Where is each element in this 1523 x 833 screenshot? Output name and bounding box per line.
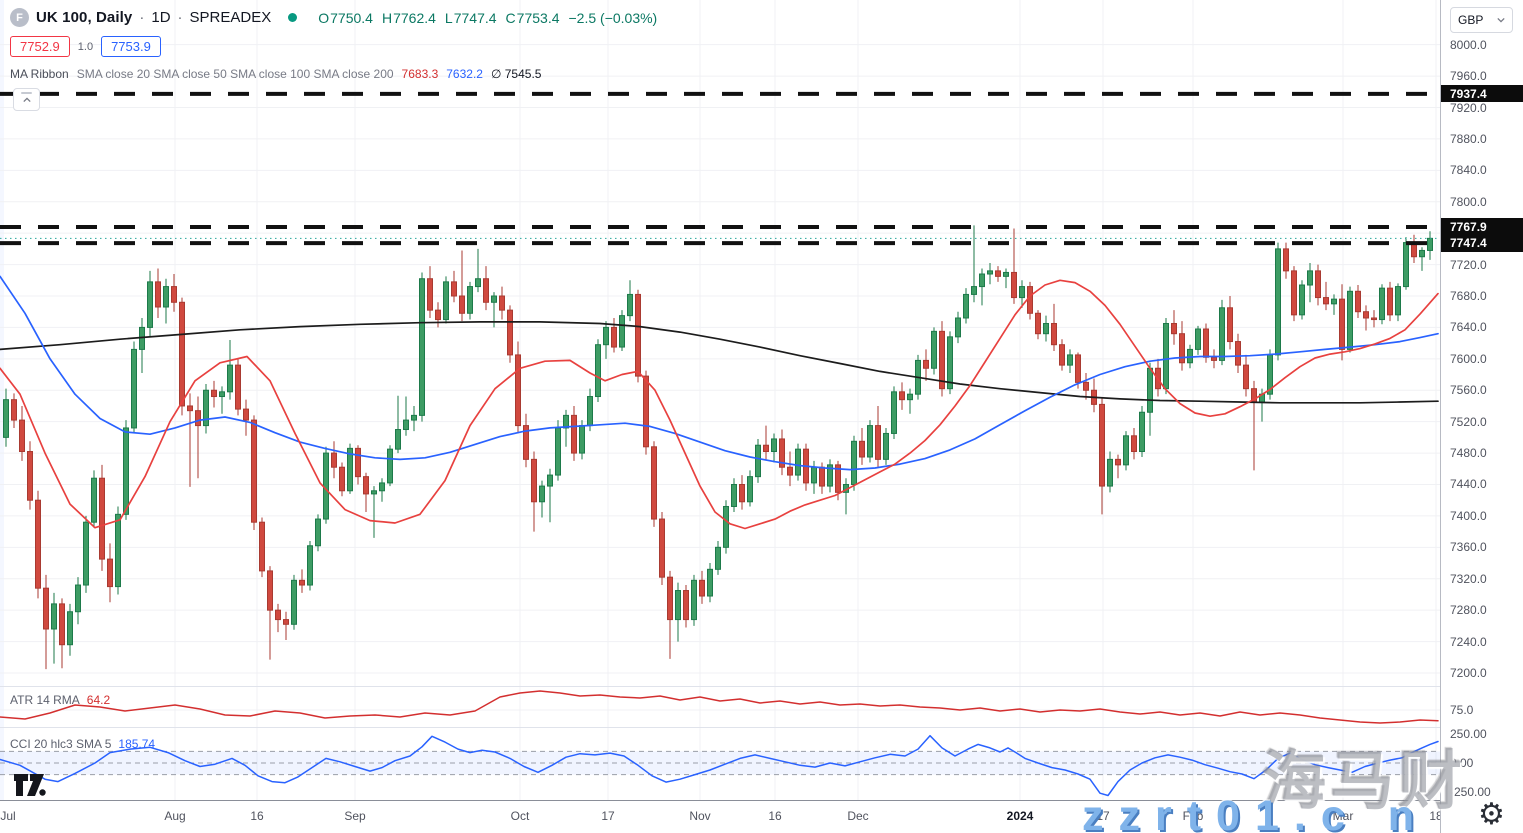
time-tick-label: Sep [344, 809, 366, 823]
ma-sma20-value: 7683.3 [401, 67, 439, 81]
low-label: L [444, 9, 453, 26]
price-tick-label: 7480.0 [1450, 446, 1487, 461]
time-tick-label: 16 [768, 809, 782, 823]
buy-button[interactable]: 7753.9 [101, 36, 161, 57]
price-level-badge: 7747.4 [1441, 234, 1523, 252]
quote-row: 7752.9 1.0 7753.9 [10, 36, 161, 57]
ohlc-values: O7750.4 H7762.4 L7747.4 C7753.4 −2.5 (−0… [318, 10, 657, 26]
ma-sma50-value: 7632.2 [446, 67, 483, 81]
symbol-legend: F UK 100, Daily · 1D · SPREADEX O7750.4 … [10, 8, 657, 27]
main-chart[interactable] [0, 0, 1440, 800]
time-tick-label: Mar [1332, 809, 1354, 823]
atr-legend: ATR 14 RMA 64.2 [10, 693, 110, 707]
drag-handle-icon [21, 92, 32, 94]
price-tick-label: 7520.0 [1450, 414, 1487, 429]
high-label: H [381, 9, 393, 26]
time-tick-label: Oct [510, 809, 530, 823]
price-tick-label: 7720.0 [1450, 257, 1487, 272]
price-tick-label: 7320.0 [1450, 571, 1487, 586]
atr-label: ATR 14 RMA [10, 693, 80, 707]
ma-average-value: ∅ 7545.5 [490, 67, 542, 81]
sell-button[interactable]: 7752.9 [10, 36, 70, 57]
time-tick-label: 17 [601, 809, 615, 823]
price-tick-label: 7440.0 [1450, 477, 1487, 492]
ma-ribbon-label: MA Ribbon [10, 67, 69, 81]
price-tick-label: 7880.0 [1450, 131, 1487, 146]
price-level-badge: 7937.4 [1441, 85, 1523, 103]
price-tick-label: 7200.0 [1450, 665, 1487, 680]
cci-value: 185.74 [118, 737, 156, 751]
time-tick-label: Aug [164, 809, 186, 823]
tradingview-logo[interactable] [14, 774, 46, 796]
price-tick-label: 7400.0 [1450, 508, 1487, 523]
price-tick-label: 7640.0 [1450, 320, 1487, 335]
close-value: 7753.4 [516, 9, 560, 26]
change-label: −2.5 (−0.03%) [568, 9, 658, 26]
time-tick-label: Nov [689, 809, 711, 823]
time-tick-label: 17 [1096, 809, 1110, 823]
time-tick-label: 2024 [1006, 809, 1034, 823]
separator: · [177, 9, 183, 26]
time-axis[interactable]: Jul Aug 16 Sep Oct 17 Nov 16 Dec 2024 17 Feb Mar 18 [0, 800, 1523, 833]
price-tick-label: 7920.0 [1450, 100, 1487, 115]
exchange-label: SPREADEX [189, 9, 272, 26]
cci-legend: CCI 20 hlc3 SMA 5 185.74 [10, 737, 155, 751]
chevron-up-icon [22, 97, 31, 103]
price-tick-label: 8000.0 [1450, 37, 1487, 52]
atr-value: 64.2 [86, 693, 111, 707]
collapse-legend-button[interactable] [13, 88, 40, 111]
ma-ribbon-legend: MA Ribbon SMA close 20 SMA close 50 SMA … [10, 67, 541, 81]
price-tick-label: 7840.0 [1450, 163, 1487, 178]
time-tick-label: 16 [250, 809, 264, 823]
price-tick-label: 7280.0 [1450, 603, 1487, 618]
time-tick-label: Dec [847, 809, 869, 823]
price-tick-label: 7600.0 [1450, 351, 1487, 366]
chevron-down-icon [1497, 17, 1505, 23]
currency-label: GBP [1458, 13, 1484, 27]
price-level-badge: 7767.9 [1441, 218, 1523, 236]
price-tick-label: 7960.0 [1450, 69, 1487, 84]
open-value: 7750.4 [330, 9, 373, 26]
low-value: 7747.4 [453, 9, 497, 26]
spread-label: 1.0 [77, 40, 94, 53]
time-tick-label: 18 [1429, 809, 1443, 823]
symbol-logo: F [10, 8, 29, 27]
price-tick-label: 7240.0 [1450, 634, 1487, 649]
price-tick-label: 7800.0 [1450, 194, 1487, 209]
open-label: O [318, 9, 330, 26]
cci-tick-label: -250.00 [1450, 785, 1491, 799]
cci-tick-label: 250.00 [1450, 727, 1487, 741]
time-tick-label: Feb [1182, 809, 1204, 823]
close-label: C [505, 9, 516, 26]
price-axis[interactable]: GBP 8000.0 7960.0 7920.0 7880.0 7840.0 7800.0… [1440, 0, 1523, 833]
currency-button[interactable]: GBP [1450, 7, 1513, 33]
separator: · [139, 9, 145, 26]
price-tick-label: 7360.0 [1450, 540, 1487, 555]
interval-label: 1D [151, 9, 171, 26]
market-status-icon[interactable] [288, 13, 298, 22]
symbol-title: UK 100, Daily [36, 9, 133, 26]
cci-tick-label: 0.00 [1450, 756, 1474, 770]
cci-label: CCI 20 hlc3 SMA 5 [10, 737, 112, 751]
ma-ribbon-params: SMA close 20 SMA close 50 SMA close 100 … [76, 67, 394, 81]
high-value: 7762.4 [393, 9, 436, 26]
atr-tick-label: 75.0 [1450, 703, 1474, 717]
price-tick-label: 7560.0 [1450, 383, 1487, 398]
price-tick-label: 7680.0 [1450, 289, 1487, 303]
time-tick-label: Jul [0, 809, 16, 823]
